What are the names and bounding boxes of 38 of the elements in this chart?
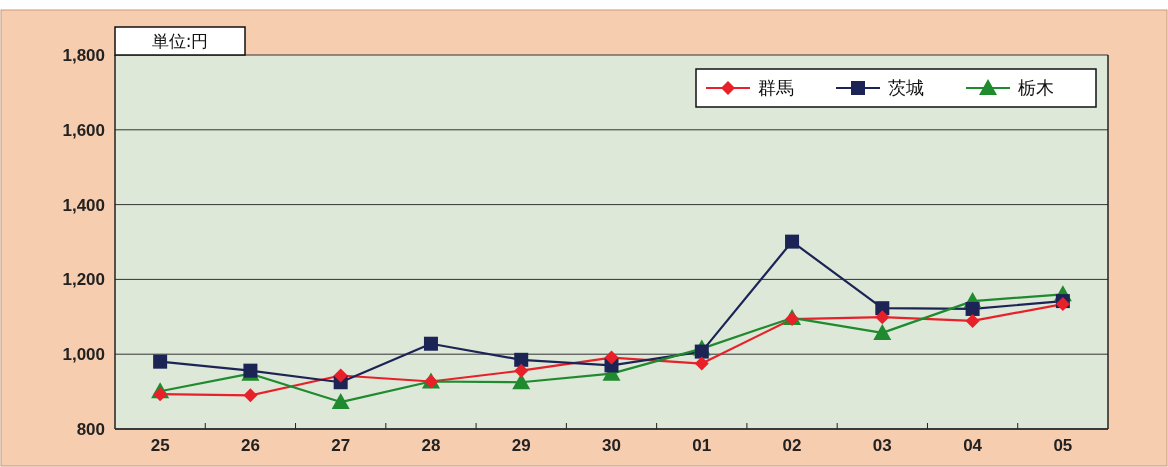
y-tick-label: 1,600 — [62, 120, 105, 140]
x-tick-label: 03 — [872, 436, 892, 455]
point — [514, 352, 529, 367]
y-tick-label: 1,200 — [62, 270, 105, 290]
x-tick-label: 25 — [150, 436, 170, 455]
x-tick-label: 29 — [511, 436, 531, 455]
point — [873, 323, 892, 340]
point — [875, 310, 890, 325]
point — [785, 234, 800, 249]
y-tick-label: 1,400 — [62, 195, 105, 215]
y-tick-label: 1,000 — [62, 345, 105, 365]
point — [153, 354, 168, 369]
legend-label: 茨城 — [888, 77, 924, 99]
point — [243, 388, 258, 403]
x-tick-label: 26 — [240, 436, 260, 455]
y-tick-label: 1,800 — [62, 45, 105, 65]
x-tick-label: 02 — [782, 436, 802, 455]
x-tick-label: 27 — [331, 436, 351, 455]
point — [965, 313, 980, 328]
x-tick-label: 01 — [692, 436, 712, 455]
point — [604, 350, 619, 365]
x-tick-label: 30 — [602, 436, 621, 455]
point — [514, 363, 529, 378]
point — [423, 336, 438, 351]
legend-label: 栃木 — [1018, 77, 1054, 99]
point — [785, 312, 800, 327]
text: 単位:円 — [151, 30, 209, 51]
point — [965, 301, 980, 316]
y-tick-label: 800 — [76, 419, 105, 439]
point — [694, 344, 709, 359]
x-tick-label: 05 — [1053, 436, 1073, 455]
point — [694, 356, 709, 371]
x-tick-label: 04 — [963, 436, 983, 455]
x-tick-label: 28 — [421, 436, 441, 455]
point — [333, 368, 348, 383]
point — [331, 393, 350, 410]
legend-label: 群馬 — [758, 77, 794, 99]
point — [153, 387, 168, 402]
